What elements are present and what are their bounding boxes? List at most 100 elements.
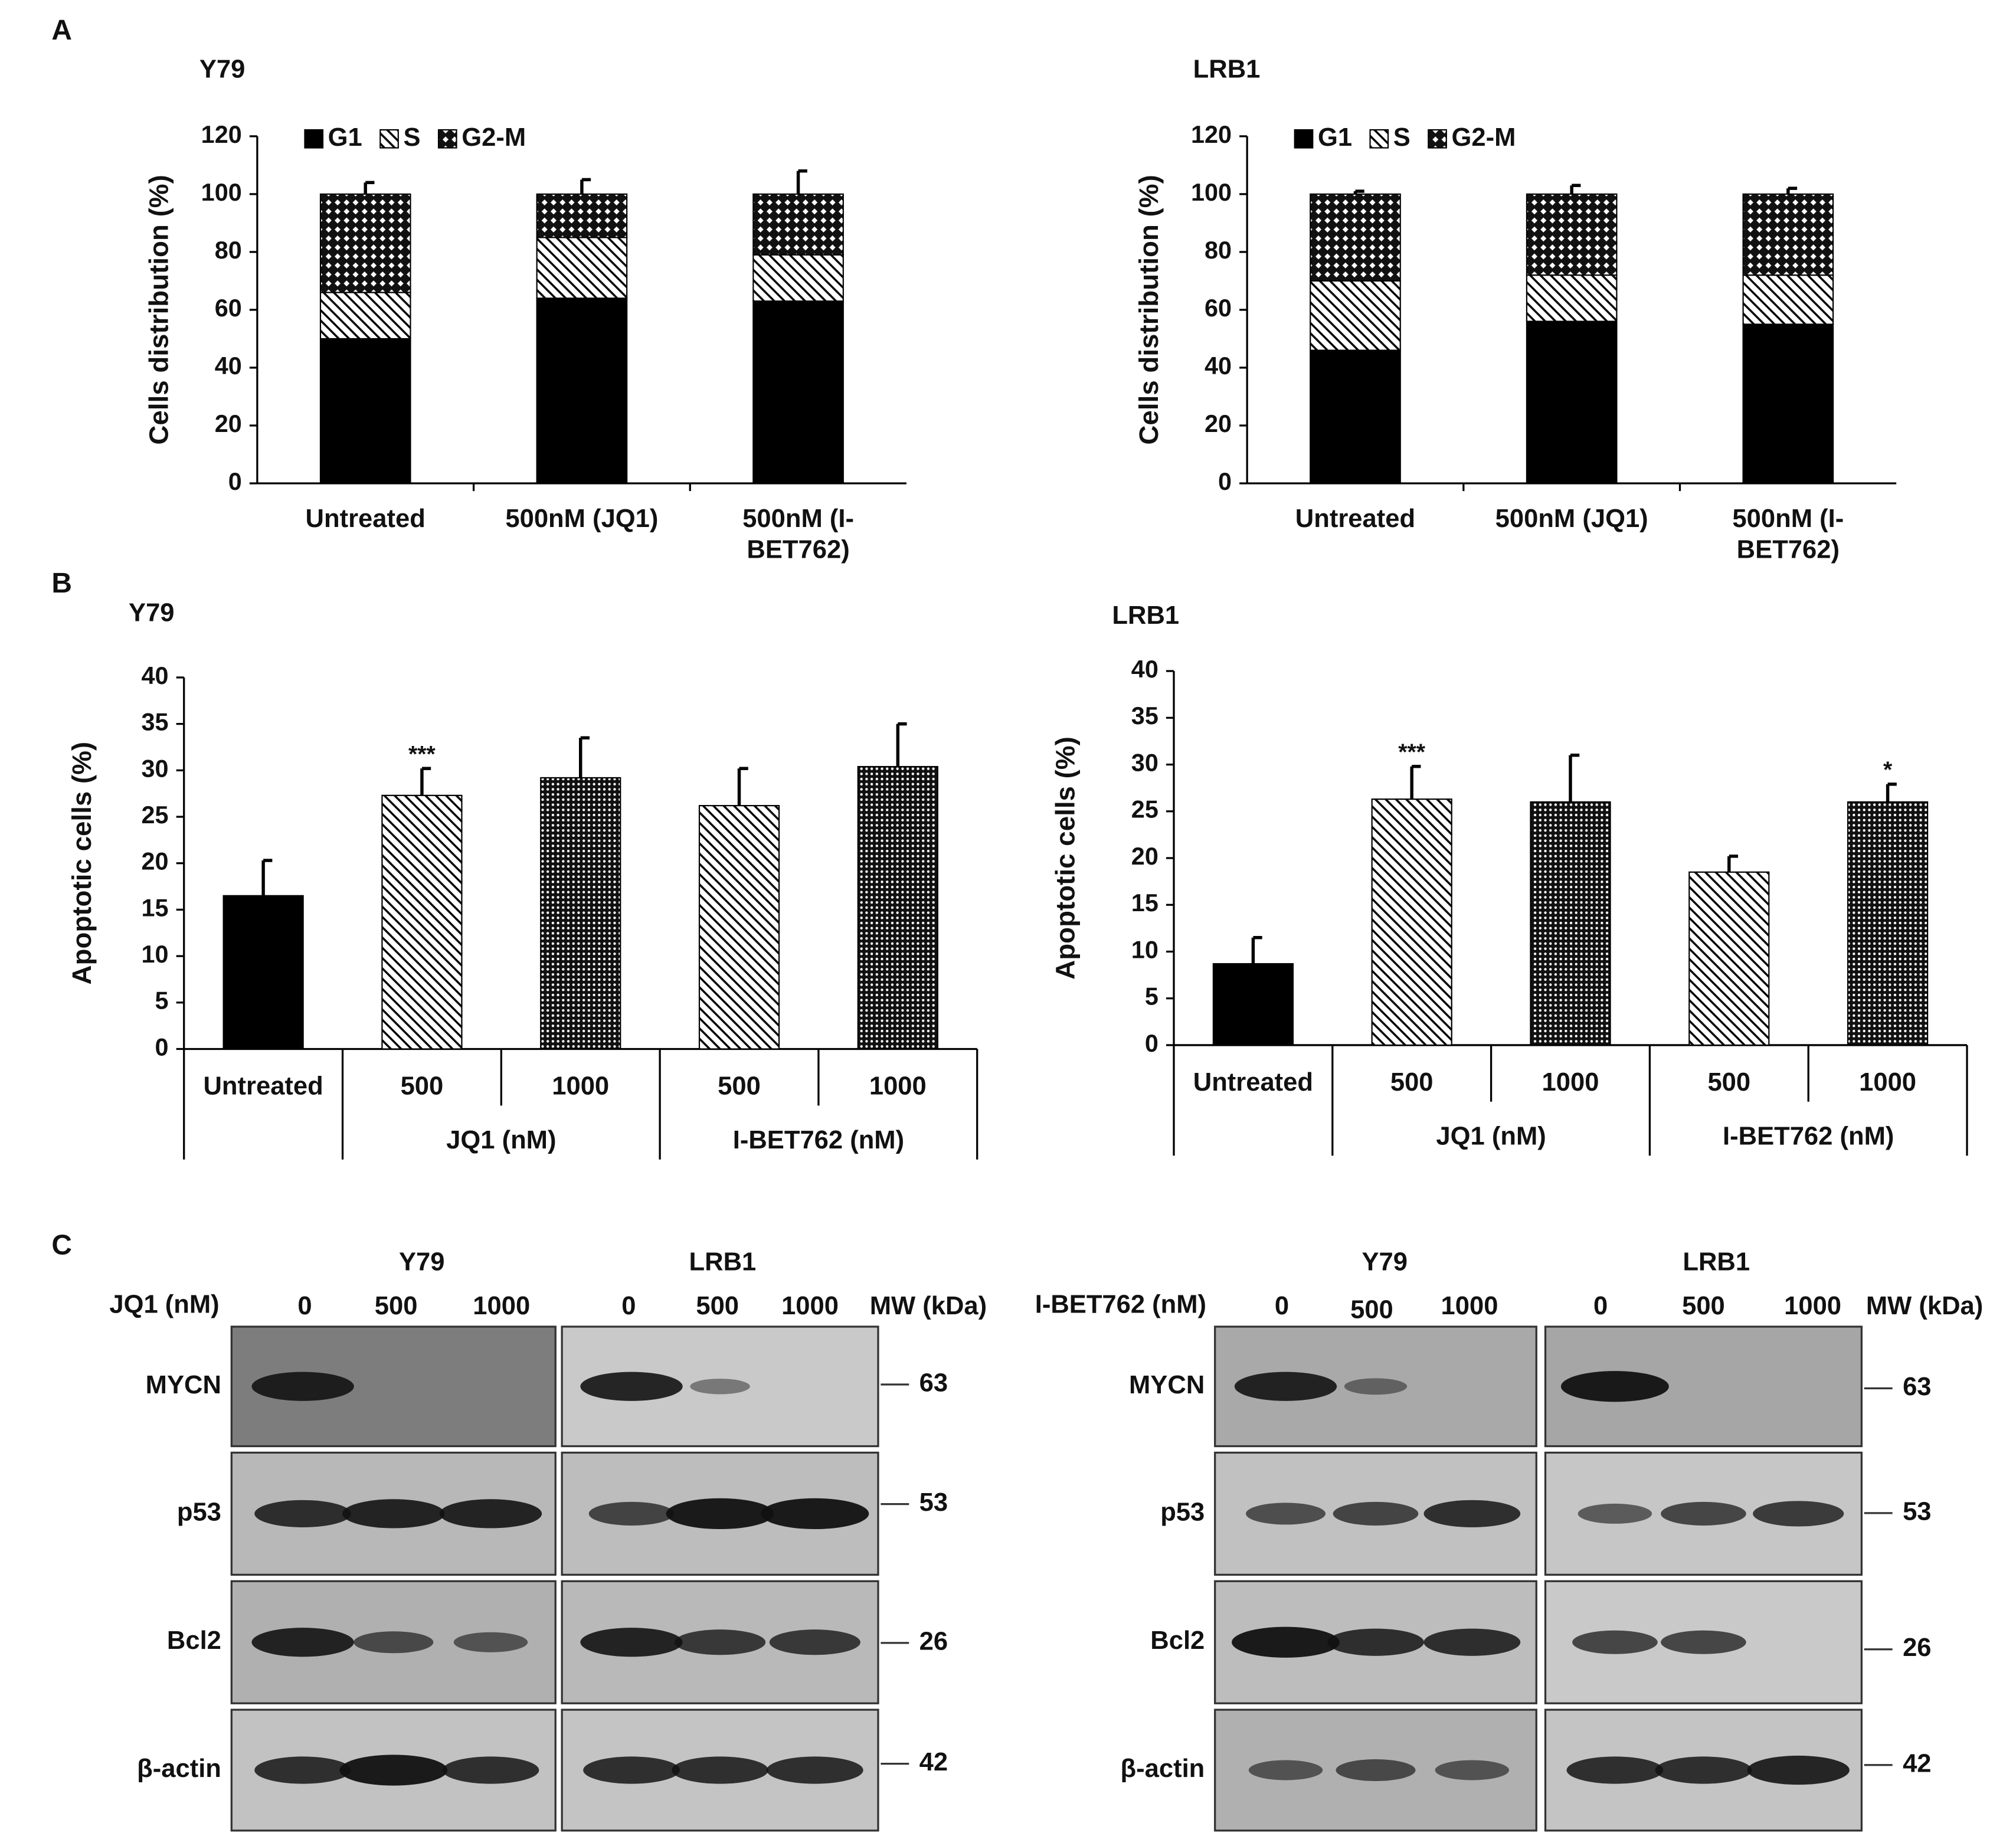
error-bar [1251, 935, 1262, 964]
y-tick-label: 10 [142, 941, 169, 968]
protein-label: Bcl2 [1150, 1626, 1205, 1655]
blot-band [769, 1629, 860, 1655]
mw-label: 26 [1903, 1634, 1931, 1662]
bar-segment [1742, 193, 1834, 276]
mw-label: 42 [1903, 1749, 1931, 1778]
error-bar [364, 181, 375, 194]
bar [1688, 871, 1770, 1046]
blot-band [439, 1499, 542, 1528]
blot-band [1661, 1501, 1746, 1526]
panel-label: B [51, 568, 72, 599]
blot-band [583, 1756, 680, 1784]
chart-title: Y79 [129, 599, 174, 627]
dose-label: 1000 [781, 1292, 839, 1320]
y-tick-label: 100 [1191, 179, 1232, 206]
bar-segment [1526, 193, 1618, 276]
blot-band [342, 1499, 445, 1528]
bar [1847, 801, 1929, 1046]
x-tick-label: Untreated [203, 1072, 323, 1100]
bar-segment [1310, 193, 1401, 282]
blot-band [690, 1379, 750, 1395]
treatment-label: I-BET762 (nM) [1035, 1291, 1206, 1319]
x-tick-label: Untreated [305, 505, 426, 533]
legend-label: G2-M [462, 123, 526, 152]
treatment-label: JQ1 (nM) [109, 1291, 219, 1319]
legend-swatch [304, 129, 324, 149]
x-tick-label: Untreated [1295, 505, 1416, 533]
y-axis-label: Cells distribution (%) [144, 175, 174, 444]
mw-label: 26 [919, 1627, 948, 1655]
dose-label: 500 [1350, 1295, 1393, 1324]
y-axis-label: Cells distribution (%) [1134, 175, 1164, 444]
protein-label: Bcl2 [167, 1626, 221, 1655]
bar [381, 794, 463, 1050]
y-axis-label: Apoptotic cells (%) [67, 742, 97, 985]
error-bar [896, 722, 907, 767]
y-tick-label: 60 [1205, 294, 1232, 322]
bar [698, 805, 780, 1050]
x-label-box: Untreated [305, 505, 426, 533]
legend-swatch [379, 129, 399, 149]
legend-swatch [1428, 129, 1447, 149]
bar [1530, 801, 1611, 1046]
chart-title: LRB1 [1112, 601, 1179, 630]
blot-band [1333, 1501, 1419, 1526]
y-tick-label: 20 [1131, 843, 1158, 870]
blot-band [674, 1629, 766, 1655]
error-bar [796, 169, 807, 194]
group-label: JQ1 (nM) [1436, 1122, 1546, 1150]
blot-band [672, 1756, 768, 1784]
x-tick-label: 1000 [1542, 1068, 1599, 1097]
y-tick-label: 80 [215, 237, 242, 264]
group-label: JQ1 (nM) [446, 1126, 556, 1154]
x-tick-label: 1000 [1859, 1068, 1916, 1097]
panel-label: A [51, 15, 72, 46]
y-tick-label: 25 [1131, 796, 1158, 823]
bar [1371, 798, 1452, 1046]
y-tick-label: 30 [142, 755, 169, 782]
dose-label: 500 [1682, 1292, 1725, 1320]
chart-title: Y79 [199, 55, 245, 83]
blot-band [1566, 1756, 1664, 1784]
bar-segment [319, 193, 411, 293]
blot-band [766, 1756, 863, 1784]
blot-band [580, 1628, 683, 1657]
bar [222, 895, 304, 1050]
blot-band [1234, 1372, 1337, 1401]
blot-band [251, 1628, 354, 1657]
y-tick-label: 20 [142, 848, 169, 875]
blot-band [254, 1500, 351, 1528]
blot-band [1423, 1628, 1521, 1656]
legend-swatch [1294, 129, 1314, 149]
x-tick-label: 1000 [869, 1072, 927, 1100]
blot-band [453, 1632, 528, 1652]
legend-label: S [403, 123, 420, 152]
x-tick-label: 500nM (I-BET762) [1732, 505, 1844, 565]
x-label-box: 500nM (JQ1) [1495, 505, 1648, 533]
blot-band [580, 1372, 683, 1401]
protein-label: β-actin [137, 1755, 221, 1783]
bar-segment [1742, 274, 1834, 325]
blot-band [1327, 1628, 1424, 1656]
y-tick-label: 100 [201, 179, 242, 206]
blot-band [1578, 1503, 1652, 1524]
x-tick-label: Untreated [1193, 1068, 1313, 1097]
error-bar [1727, 855, 1739, 872]
x-tick-label: 1000 [552, 1072, 609, 1100]
y-tick-label: 5 [1145, 983, 1158, 1010]
x-label-box: 500nM (JQ1) [505, 505, 658, 533]
blot-band [666, 1498, 774, 1530]
blot-band [1560, 1371, 1669, 1402]
y-tick-label: 0 [228, 468, 242, 495]
bar-segment [1526, 320, 1618, 485]
blot-band [442, 1756, 539, 1784]
dose-label: 1000 [473, 1292, 530, 1320]
y-axis-label: Apoptotic cells (%) [1050, 737, 1080, 980]
blot-band [1747, 1755, 1850, 1785]
blot-band [339, 1755, 448, 1786]
blot-band [761, 1498, 869, 1530]
y-tick-label: 40 [142, 662, 169, 689]
blot-band [1661, 1630, 1746, 1654]
error-bar [261, 859, 273, 896]
y-tick-label: 40 [1131, 656, 1158, 683]
